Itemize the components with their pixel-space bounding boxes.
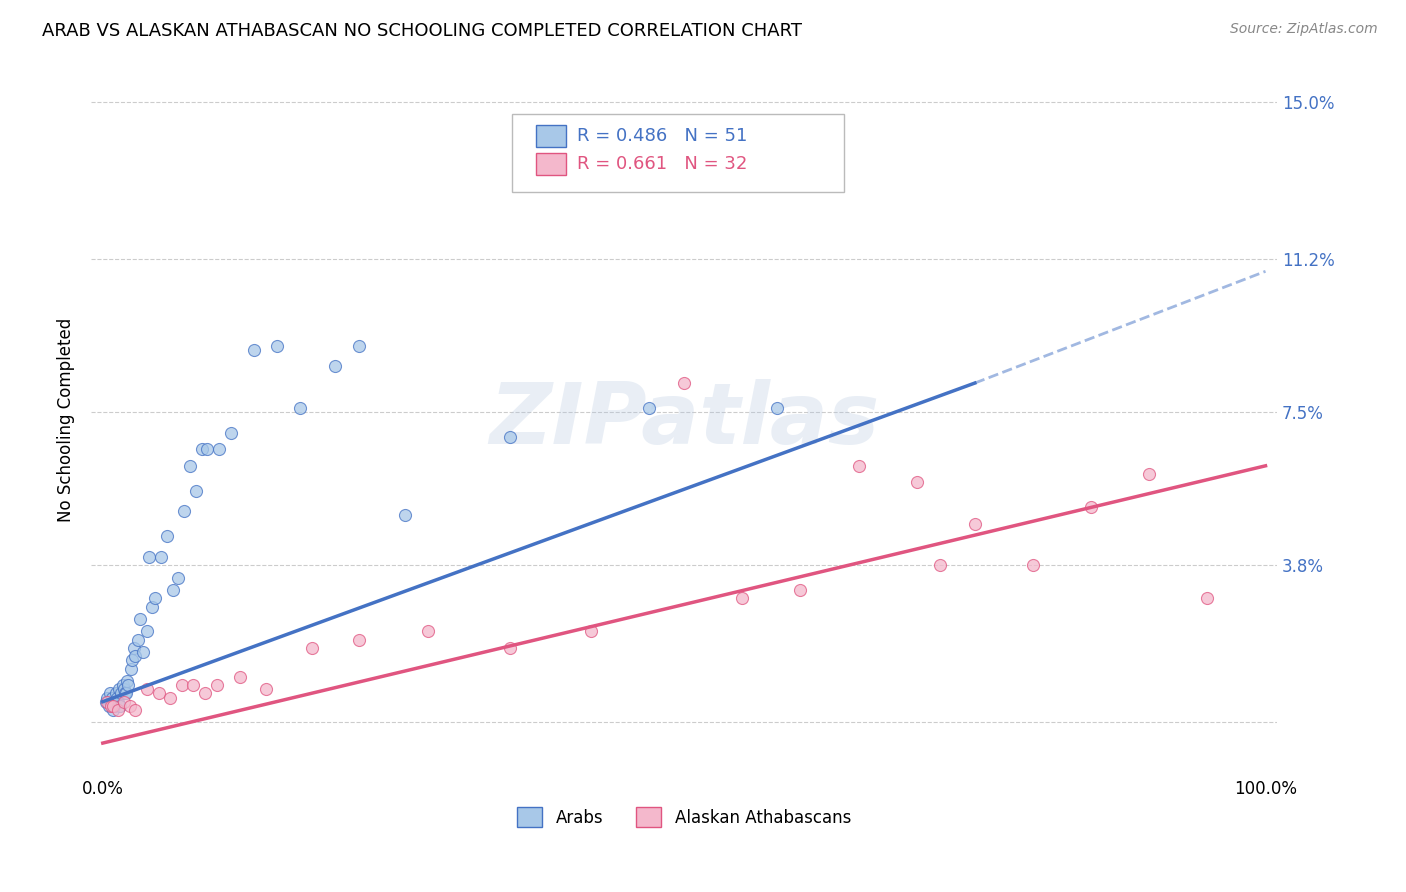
Point (96, 690, 118, 705)
Point (1022, 558, 1045, 573)
Text: Source: ZipAtlas.com: Source: ZipAtlas.com (1230, 22, 1378, 37)
Point (141, 599, 163, 614)
Point (183, 678, 205, 692)
Point (96, 695, 118, 709)
Point (848, 458, 870, 473)
Point (108, 682, 131, 697)
Point (115, 673, 138, 688)
Point (136, 682, 159, 697)
FancyBboxPatch shape (536, 125, 565, 147)
Legend: Arabs, Alaskan Athabascans: Arabs, Alaskan Athabascans (510, 800, 858, 834)
Point (173, 504, 195, 518)
Point (121, 653, 143, 667)
Point (100, 698, 122, 713)
Point (107, 695, 129, 709)
Point (905, 475, 928, 490)
Point (394, 508, 416, 523)
Point (499, 430, 522, 444)
Text: ZIPatlas: ZIPatlas (489, 379, 879, 462)
Text: R = 0.486   N = 51: R = 0.486 N = 51 (578, 127, 748, 145)
Point (197, 442, 219, 457)
Point (100, 695, 122, 709)
Point (499, 640, 522, 655)
Point (254, 682, 277, 697)
Point (110, 686, 132, 700)
Point (731, 591, 754, 606)
Point (159, 690, 181, 705)
Point (1137, 467, 1160, 481)
Point (104, 686, 127, 700)
Point (190, 442, 212, 457)
Point (96, 695, 118, 709)
Point (129, 612, 152, 626)
Point (124, 703, 146, 717)
Point (1197, 591, 1219, 606)
Point (98, 686, 121, 700)
Point (170, 678, 193, 692)
Y-axis label: No Schooling Completed: No Schooling Completed (58, 318, 75, 523)
Point (579, 624, 602, 639)
Point (136, 624, 159, 639)
Point (963, 516, 986, 531)
Point (148, 686, 170, 700)
Point (127, 632, 149, 647)
Point (112, 682, 135, 697)
Point (132, 645, 155, 659)
Point (118, 698, 141, 713)
Point (120, 662, 142, 676)
Point (789, 582, 811, 597)
Point (184, 483, 207, 498)
Point (347, 632, 370, 647)
Point (301, 640, 323, 655)
Point (110, 698, 132, 713)
Point (167, 570, 190, 584)
Point (103, 703, 125, 717)
Text: R = 0.661   N = 32: R = 0.661 N = 32 (578, 155, 748, 173)
Point (162, 582, 184, 597)
Point (143, 591, 166, 606)
Point (638, 401, 661, 415)
Text: ARAB VS ALASKAN ATHABASCAN NO SCHOOLING COMPLETED CORRELATION CHART: ARAB VS ALASKAN ATHABASCAN NO SCHOOLING … (42, 22, 803, 40)
Point (290, 401, 312, 415)
Point (766, 401, 789, 415)
Point (124, 649, 146, 664)
Point (111, 678, 134, 692)
Point (673, 376, 696, 390)
Point (149, 549, 172, 564)
Point (122, 640, 145, 655)
Point (243, 343, 266, 357)
Point (347, 339, 370, 353)
FancyBboxPatch shape (512, 114, 844, 192)
Point (115, 686, 138, 700)
Point (101, 690, 124, 705)
Point (208, 442, 231, 457)
Point (105, 690, 128, 705)
Point (1080, 500, 1102, 515)
Point (117, 678, 139, 692)
FancyBboxPatch shape (536, 153, 565, 176)
Point (103, 698, 125, 713)
Point (156, 529, 179, 543)
Point (97, 698, 120, 713)
Point (929, 558, 952, 573)
Point (418, 624, 440, 639)
Point (219, 425, 242, 440)
Point (103, 698, 125, 713)
Point (179, 458, 201, 473)
Point (229, 670, 252, 684)
Point (323, 359, 346, 374)
Point (205, 678, 228, 692)
Point (112, 695, 135, 709)
Point (266, 339, 288, 353)
Point (138, 549, 160, 564)
Point (194, 686, 217, 700)
Point (107, 703, 129, 717)
Point (114, 686, 136, 700)
